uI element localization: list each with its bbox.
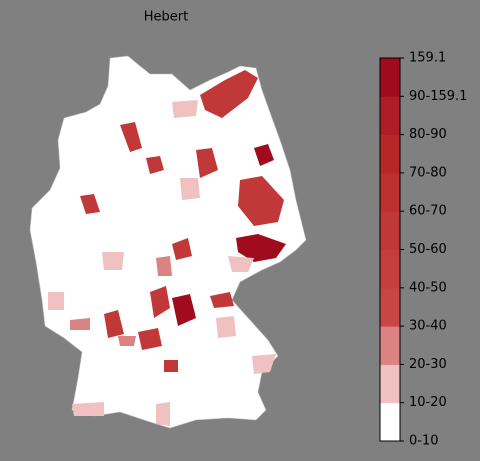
colorbar-label: 40-50	[409, 280, 447, 295]
colorbar-segment	[380, 287, 400, 327]
region	[120, 122, 142, 152]
region	[238, 176, 284, 226]
map-title: Hebert	[144, 10, 188, 25]
regions	[80, 70, 284, 372]
region	[164, 360, 178, 372]
country-outline	[29, 55, 307, 429]
colorbar-label: 159.1	[409, 51, 446, 66]
colorbar: 0-10 10-20 20-30 30-40 40-50 50-60 60-70 70-80 8…	[379, 51, 467, 449]
colorbar-segment	[380, 58, 400, 97]
colorbar-label: 0-10	[409, 434, 439, 449]
germany-map	[29, 55, 307, 429]
region	[72, 402, 104, 416]
region	[172, 294, 196, 326]
region	[70, 318, 90, 330]
colorbar-segment	[380, 364, 400, 404]
colorbar-segment	[380, 96, 400, 136]
regions-high	[172, 144, 286, 326]
region	[172, 100, 198, 118]
region	[254, 144, 274, 166]
colorbar-segment	[380, 134, 400, 174]
region	[216, 316, 236, 338]
colorbar-segment	[380, 211, 400, 250]
region	[146, 156, 164, 174]
region	[236, 234, 286, 262]
region	[118, 336, 136, 346]
region	[150, 286, 170, 318]
colorbar-label: 10-20	[409, 395, 447, 410]
colorbar-segment	[380, 326, 400, 365]
region	[172, 238, 192, 260]
region	[200, 70, 258, 118]
colorbar-label: 20-30	[409, 357, 447, 372]
region	[138, 328, 162, 350]
region	[156, 256, 172, 276]
region	[104, 310, 124, 338]
colorbar-label: 70-80	[409, 165, 447, 180]
region	[180, 178, 200, 200]
colorbar-label: 30-40	[409, 319, 447, 334]
region	[80, 194, 100, 214]
region	[48, 292, 64, 310]
region	[156, 402, 170, 426]
region	[228, 256, 254, 272]
colorbar-label: 80-90	[409, 127, 447, 142]
colorbar-label: 90-159.1	[409, 89, 467, 104]
colorbar-segment	[380, 402, 400, 442]
region	[102, 252, 124, 270]
colorbar-segment	[380, 172, 400, 212]
colorbar-label: 60-70	[409, 204, 447, 219]
regions-mid	[70, 256, 172, 346]
regions-low	[48, 100, 276, 426]
region	[252, 354, 276, 374]
region	[196, 148, 218, 178]
colorbar-label: 50-60	[409, 242, 447, 257]
region	[210, 292, 234, 308]
colorbar-frame	[379, 57, 401, 442]
colorbar-segment	[380, 249, 400, 289]
